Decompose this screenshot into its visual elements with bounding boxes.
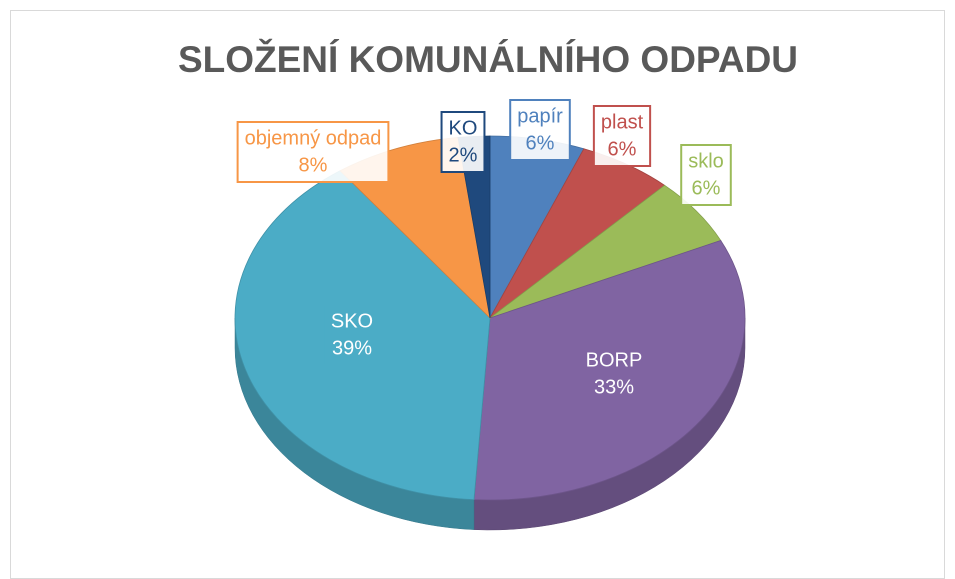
category-label: papír [517, 105, 563, 127]
data-label: BORP 33% [577, 343, 651, 405]
label-box [322, 304, 382, 366]
value-label: 2% [449, 144, 478, 166]
data-label: plast 6% [592, 105, 652, 167]
value-label: 6% [692, 177, 721, 199]
label-box [680, 144, 732, 206]
category-label: SKO [331, 310, 373, 332]
category-label: KO [449, 117, 478, 139]
data-label: sklo 6% [680, 144, 732, 206]
label-box [592, 105, 652, 167]
data-label: SKO 39% [322, 304, 382, 366]
category-label: sklo [688, 150, 724, 172]
data-label: papír 6% [509, 99, 571, 161]
data-label: KO 2% [440, 111, 486, 173]
category-label: objemný odpad [245, 127, 382, 149]
label-box [577, 343, 651, 405]
value-label: 8% [299, 154, 328, 176]
label-box [236, 121, 390, 183]
category-label: BORP [586, 349, 643, 371]
value-label: 6% [608, 138, 637, 160]
chart-title: SLOŽENÍ KOMUNÁLNÍHO ODPADU [178, 38, 798, 80]
label-box [440, 111, 486, 173]
value-label: 33% [594, 376, 634, 398]
value-label: 39% [332, 337, 372, 359]
value-label: 6% [526, 132, 555, 154]
category-label: plast [601, 111, 644, 133]
label-box [509, 99, 571, 161]
data-label: objemný odpad 8% [236, 121, 390, 183]
